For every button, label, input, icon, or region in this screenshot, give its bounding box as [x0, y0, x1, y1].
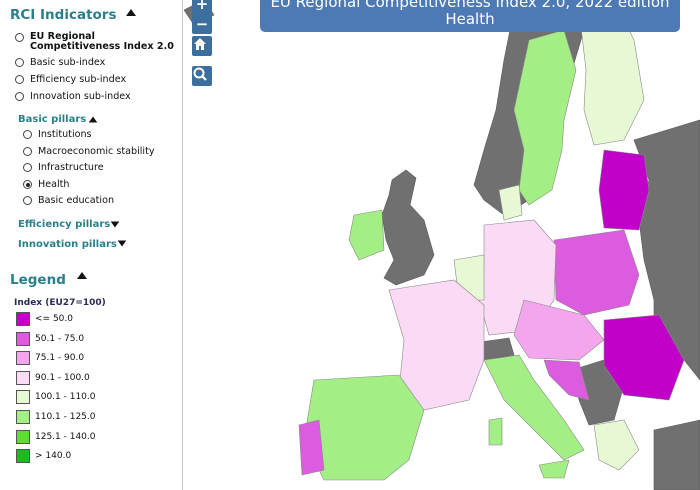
legend-row: 110.1 - 125.0: [16, 410, 96, 424]
radio-icon[interactable]: [15, 75, 24, 84]
legend-subtitle: Index (EU27=100): [14, 298, 106, 308]
legend-label: 90.1 - 100.0: [35, 372, 90, 383]
legend-row: 125.1 - 140.0: [16, 429, 96, 444]
pillar-option-basic-education[interactable]: Basic education: [23, 195, 114, 206]
france-region: [388, 279, 485, 411]
legend-label: > 140.0: [35, 451, 72, 462]
sidebar-panel: RCI Indicators EU Regional Competitivene…: [0, 0, 183, 490]
portugal-region: [298, 419, 325, 476]
turkey-region: [653, 419, 700, 490]
radio-icon[interactable]: [23, 163, 32, 172]
radio-icon[interactable]: [23, 130, 32, 139]
legend-swatch: [16, 449, 30, 464]
pillar-label: Infrastructure: [38, 162, 104, 173]
expand-innovation-pillars-icon[interactable]: [117, 240, 127, 247]
search-icon: [193, 67, 207, 81]
legend-label: 50.1 - 75.0: [35, 333, 85, 344]
pillar-label: Health: [38, 179, 70, 190]
pillar-option-health[interactable]: Health: [23, 179, 70, 190]
legend-label: 110.1 - 125.0: [35, 412, 96, 422]
efficiency-pillars-title[interactable]: Efficiency pillars: [18, 219, 111, 230]
croatia-region: [543, 359, 590, 401]
romania-bulgaria-region: [603, 314, 685, 401]
greece-region: [593, 419, 640, 471]
collapse-indicators-icon[interactable]: [126, 9, 136, 16]
legend-title: Legend: [10, 272, 66, 288]
indicator-option-basic[interactable]: Basic sub-index: [15, 57, 105, 68]
zoom-in-button[interactable]: +: [192, 0, 212, 14]
legend-label: <= 50.0: [35, 314, 73, 324]
pillar-label: Macroeconomic stability: [38, 146, 155, 157]
collapse-legend-icon[interactable]: [77, 272, 87, 279]
sicily-region: [538, 459, 570, 479]
legend-row: <= 50.0: [16, 312, 73, 326]
legend-label: 100.1 - 110.0: [35, 392, 96, 403]
legend-swatch: [16, 370, 30, 385]
radio-icon[interactable]: [15, 58, 24, 67]
radio-icon[interactable]: [23, 196, 32, 205]
pillar-option-infrastructure[interactable]: Infrastructure: [23, 162, 104, 173]
map-title-box: EU Regional Competitiveness Index 2.0, 2…: [260, 0, 680, 32]
legend-swatch: [16, 429, 30, 444]
innovation-pillars-title[interactable]: Innovation pillars: [18, 239, 117, 250]
home-icon: [194, 38, 206, 50]
indicator-label: EU Regional Competitiveness Index 2.0: [30, 31, 174, 52]
pillar-option-institutions[interactable]: Institutions: [23, 129, 92, 140]
pillar-option-macroeconomic[interactable]: Macroeconomic stability: [23, 146, 155, 157]
baltics-region: [598, 149, 650, 231]
denmark-region: [498, 184, 523, 221]
pillar-label: Basic education: [38, 195, 115, 206]
legend-swatch: [16, 390, 30, 405]
poland-region: [553, 229, 640, 316]
radio-selected-icon[interactable]: [23, 180, 32, 189]
rci-indicators-title: RCI Indicators: [10, 7, 117, 23]
indicator-label: Efficiency sub-index: [30, 74, 127, 85]
indicator-option-innovation[interactable]: Innovation sub-index: [15, 91, 131, 102]
europe-map[interactable]: [184, 0, 700, 490]
central-europe-region: [513, 299, 605, 361]
radio-icon[interactable]: [15, 92, 24, 101]
italy-region: [483, 354, 585, 461]
legend-swatch: [16, 351, 30, 366]
map-title-line2: Health: [445, 10, 495, 28]
legend-row: > 140.0: [16, 449, 72, 464]
legend-swatch: [16, 312, 30, 326]
indicator-option-efficiency[interactable]: Efficiency sub-index: [15, 74, 126, 85]
indicator-label: Basic sub-index: [30, 57, 106, 68]
legend-label: 75.1 - 90.0: [35, 353, 85, 364]
sweden-region: [513, 29, 577, 206]
zoom-out-button[interactable]: −: [192, 14, 212, 34]
indicator-option-rci[interactable]: EU Regional Competitiveness Index 2.0: [15, 32, 180, 52]
basic-pillars-title[interactable]: Basic pillars: [18, 114, 87, 125]
map-canvas[interactable]: EU Regional Competitiveness Index 2.0, 2…: [184, 0, 700, 490]
pillar-label: Institutions: [38, 129, 92, 140]
legend-swatch: [16, 410, 30, 424]
legend-row: 50.1 - 75.0: [16, 331, 85, 346]
map-title-line1: EU Regional Competitiveness Index 2.0, 2…: [270, 0, 670, 11]
indicator-label: Innovation sub-index: [30, 91, 131, 102]
legend-label: 125.1 - 140.0: [35, 431, 96, 442]
home-button[interactable]: [192, 36, 212, 56]
sardinia-region: [488, 417, 503, 446]
expand-efficiency-pillars-icon[interactable]: [110, 221, 120, 228]
ireland-region: [348, 209, 385, 261]
search-button[interactable]: [192, 66, 212, 86]
eu-regions: [298, 0, 685, 481]
radio-icon[interactable]: [15, 33, 24, 42]
legend-row: 90.1 - 100.0: [16, 370, 90, 385]
legend-swatch: [16, 331, 30, 346]
collapse-basic-pillars-icon[interactable]: [88, 116, 98, 123]
legend-row: 75.1 - 90.0: [16, 351, 85, 366]
legend-row: 100.1 - 110.0: [16, 390, 96, 405]
radio-icon[interactable]: [23, 147, 32, 156]
uk-region: [381, 169, 435, 286]
